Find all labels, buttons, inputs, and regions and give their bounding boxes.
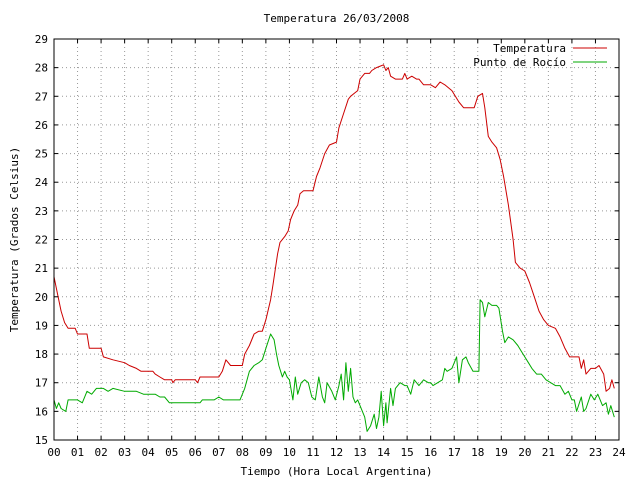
- y-tick-label: 25: [35, 148, 48, 161]
- x-tick-label: 09: [259, 446, 272, 459]
- y-tick-label: 26: [35, 119, 48, 132]
- x-tick-label: 02: [94, 446, 107, 459]
- x-tick-label: 08: [236, 446, 249, 459]
- x-tick-label: 16: [424, 446, 437, 459]
- x-tick-label: 19: [495, 446, 508, 459]
- series-lines: [53, 64, 615, 432]
- x-tick-label: 04: [142, 446, 156, 459]
- y-axis-label: Temperatura (Grados Celsius): [8, 147, 21, 332]
- y-tick-label: 23: [35, 205, 48, 218]
- y-tick-label: 18: [35, 348, 48, 361]
- series-line-0: [53, 64, 615, 392]
- x-tick-label: 20: [518, 446, 531, 459]
- y-tick-label: 15: [35, 434, 48, 447]
- legend-label-1: Punto de Rocío: [473, 56, 566, 69]
- x-axis-label: Tiempo (Hora Local Argentina): [240, 465, 432, 478]
- y-tick-label: 27: [35, 90, 48, 103]
- x-tick-label: 05: [165, 446, 178, 459]
- x-tick-label: 15: [401, 446, 414, 459]
- x-tick-label: 06: [189, 446, 202, 459]
- y-tick-label: 28: [35, 62, 48, 75]
- chart-title: Temperatura 26/03/2008: [264, 12, 410, 25]
- grid: [54, 39, 619, 440]
- x-tick-label: 07: [212, 446, 225, 459]
- x-tick-label: 13: [353, 446, 366, 459]
- series-line-1: [53, 299, 615, 432]
- x-tick-label: 00: [47, 446, 60, 459]
- y-tick-label: 17: [35, 377, 48, 390]
- x-tick-label: 12: [330, 446, 343, 459]
- x-tick-label: 24: [612, 446, 626, 459]
- x-tick-label: 11: [306, 446, 319, 459]
- axis-ticks: 00 01 02 03 04 05 06 07 08 09 10 11 12 13 14 15 16 17 18 19…: [35, 33, 626, 459]
- legend-label-0: Temperatura: [493, 42, 566, 55]
- x-tick-label: 14: [377, 446, 391, 459]
- y-tick-label: 29: [35, 33, 48, 46]
- x-tick-label: 18: [471, 446, 484, 459]
- y-tick-label: 22: [35, 234, 48, 247]
- x-tick-label: 21: [542, 446, 555, 459]
- x-tick-label: 23: [589, 446, 602, 459]
- y-tick-label: 20: [35, 291, 48, 304]
- x-tick-label: 01: [71, 446, 84, 459]
- y-tick-label: 16: [35, 405, 48, 418]
- x-tick-label: 17: [448, 446, 461, 459]
- x-tick-label: 10: [283, 446, 296, 459]
- y-tick-label: 21: [35, 262, 48, 275]
- y-tick-label: 19: [35, 319, 48, 332]
- y-tick-label: 24: [35, 176, 49, 189]
- x-tick-label: 22: [565, 446, 578, 459]
- x-tick-label: 03: [118, 446, 131, 459]
